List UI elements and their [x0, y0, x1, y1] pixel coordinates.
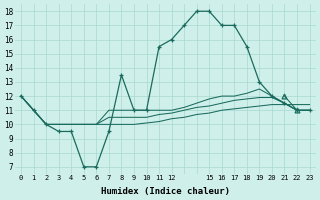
X-axis label: Humidex (Indice chaleur): Humidex (Indice chaleur): [101, 187, 230, 196]
